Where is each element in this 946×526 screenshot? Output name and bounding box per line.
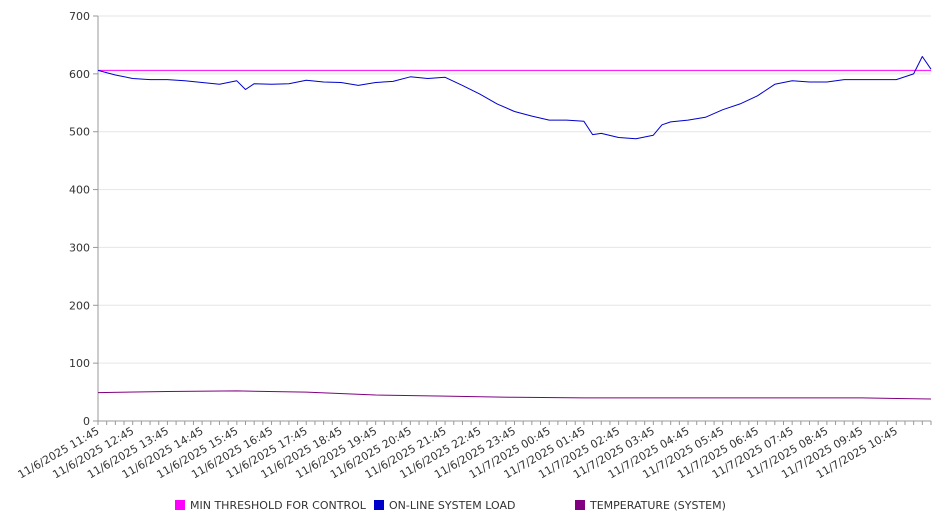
axes xyxy=(97,16,931,422)
y-tick-label: 700 xyxy=(69,10,90,23)
legend-item[interactable]: TEMPERATURE (SYSTEM) xyxy=(575,497,726,513)
legend-item[interactable]: ON-LINE SYSTEM LOAD xyxy=(374,497,515,513)
legend-label: ON-LINE SYSTEM LOAD xyxy=(389,498,516,512)
series-line-on-line-system-load xyxy=(97,56,932,140)
y-tick-label: 200 xyxy=(69,299,90,312)
y-tick-label: 500 xyxy=(69,126,90,139)
legend-swatch xyxy=(575,500,585,510)
y-tick-label: 100 xyxy=(69,357,90,370)
series-lines xyxy=(97,56,932,400)
chart-legend: MIN THRESHOLD FOR CONTROL ON-LINE SYSTEM … xyxy=(0,497,946,515)
series-line-temperature-system xyxy=(97,390,932,400)
y-tick-label: 600 xyxy=(69,68,90,81)
legend-label: TEMPERATURE (SYSTEM) xyxy=(590,498,726,512)
y-tick-label: 400 xyxy=(69,184,90,197)
y-tick-label: 300 xyxy=(69,241,90,254)
legend-label: MIN THRESHOLD FOR CONTROL xyxy=(190,498,366,512)
grid-lines xyxy=(98,15,931,422)
y-tick-label: 0 xyxy=(83,415,90,428)
legend-item[interactable]: MIN THRESHOLD FOR CONTROL xyxy=(175,497,366,513)
y-axis-ticks: 0 100 200 300 400 500 600 700 xyxy=(69,10,98,428)
legend-swatch xyxy=(175,500,185,510)
legend-swatch xyxy=(374,500,384,510)
